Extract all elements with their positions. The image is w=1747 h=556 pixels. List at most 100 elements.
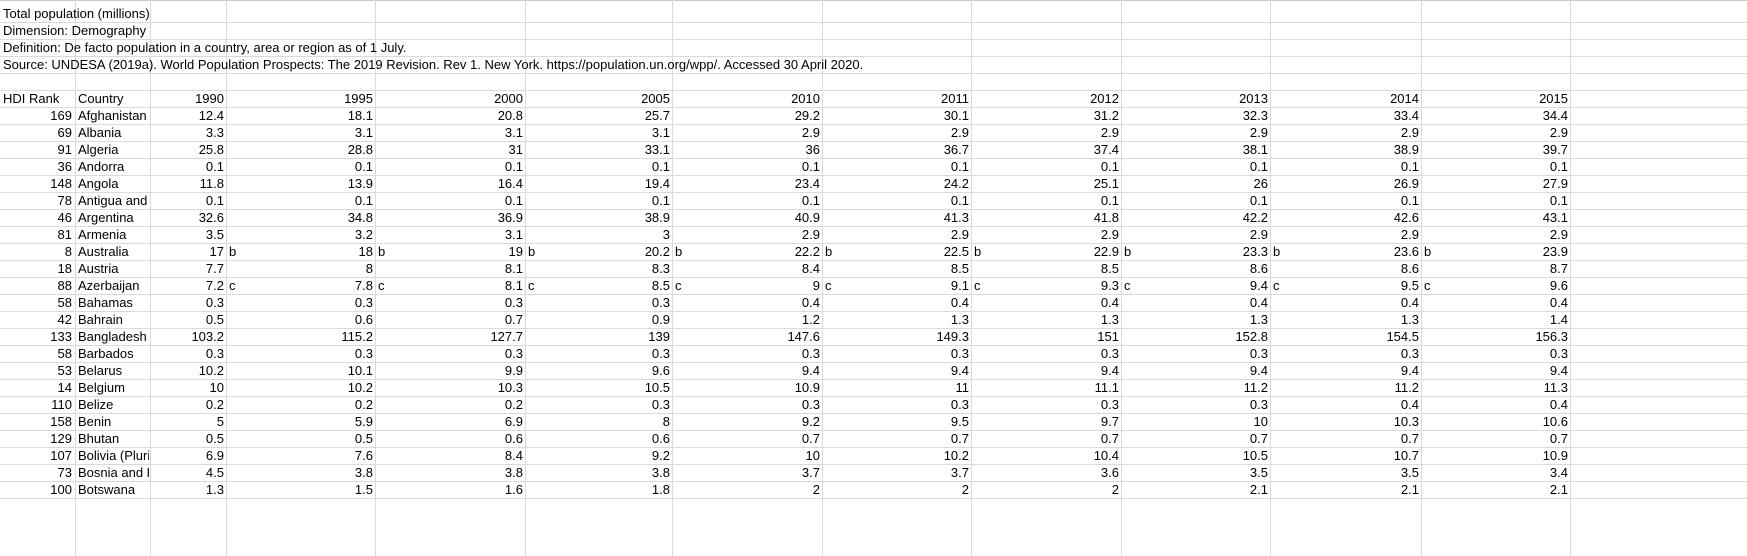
population-value-cell[interactable]: 24.2 [943,176,969,191]
hdi-rank-cell[interactable]: 107 [50,448,72,463]
hdi-rank-cell[interactable]: 14 [57,380,72,395]
population-value-cell[interactable]: 9.5 [1400,278,1419,293]
population-value-cell[interactable]: 0.3 [354,346,373,361]
header-cell-hdi-rank[interactable]: HDI Rank [3,91,60,106]
hdi-rank-cell[interactable]: 148 [50,176,72,191]
header-cell-year[interactable]: 2005 [641,91,670,106]
footnote-cell[interactable]: b [974,244,982,259]
population-value-cell[interactable]: 9.4 [1549,363,1568,378]
hdi-rank-cell[interactable]: 169 [50,108,72,123]
population-value-cell[interactable]: 18.1 [347,108,373,123]
population-value-cell[interactable]: 127.7 [490,329,523,344]
population-value-cell[interactable]: 2.9 [950,227,969,242]
population-value-cell[interactable]: 9.4 [1249,363,1268,378]
population-value-cell[interactable]: 23.4 [794,176,820,191]
population-value-cell[interactable]: 0.3 [950,346,969,361]
population-value-cell[interactable]: 10 [1253,414,1268,429]
header-cell-year[interactable]: 2000 [494,91,523,106]
population-value-cell[interactable]: 0.2 [205,397,224,412]
population-value-cell[interactable]: 23.3 [1242,244,1268,259]
population-value-cell[interactable]: 2.9 [1100,227,1119,242]
population-value-cell[interactable]: 36 [805,142,820,157]
footnote-cell[interactable]: c [229,278,236,293]
population-value-cell[interactable]: 8 [662,414,670,429]
population-value-cell[interactable]: 2.9 [1400,227,1419,242]
country-cell[interactable]: Bhutan [78,431,120,446]
footnote-cell[interactable]: b [1273,244,1281,259]
hdi-rank-cell[interactable]: 36 [57,159,72,174]
population-value-cell[interactable]: 38.9 [1393,142,1419,157]
population-value-cell[interactable]: 9.6 [1549,278,1568,293]
population-value-cell[interactable]: 0.5 [354,431,373,446]
footnote-cell[interactable]: c [675,278,682,293]
population-value-cell[interactable]: 0.7 [950,431,969,446]
country-cell[interactable]: Benin [78,414,112,429]
population-value-cell[interactable]: 0.1 [801,159,820,174]
header-cell-year[interactable]: 2014 [1390,91,1419,106]
population-value-cell[interactable]: 11.8 [199,176,224,191]
population-value-cell[interactable]: 26.9 [1393,176,1419,191]
population-value-cell[interactable]: 1.6 [504,482,523,497]
population-value-cell[interactable]: 10.1 [347,363,373,378]
country-cell[interactable]: Albania [78,125,122,140]
population-value-cell[interactable]: 10.2 [347,380,373,395]
population-value-cell[interactable]: 10.9 [794,380,820,395]
population-value-cell[interactable]: 6.9 [205,448,224,463]
population-value-cell[interactable]: 0.1 [651,159,670,174]
population-value-cell[interactable]: 9.5 [950,414,969,429]
population-value-cell[interactable]: 18 [358,244,373,259]
population-value-cell[interactable]: 115.2 [341,329,373,344]
population-value-cell[interactable]: 1.3 [1249,312,1268,327]
country-cell[interactable]: Belize [78,397,114,412]
population-value-cell[interactable]: 0.1 [1549,193,1568,208]
population-value-cell[interactable]: 22.5 [943,244,969,259]
hdi-rank-cell[interactable]: 58 [57,346,72,361]
population-value-cell[interactable]: 11.2 [1243,380,1268,395]
population-value-cell[interactable]: 2.1 [1549,482,1568,497]
population-value-cell[interactable]: 10.3 [497,380,523,395]
header-cell-year[interactable]: 2013 [1239,91,1268,106]
population-value-cell[interactable]: 0.1 [651,193,670,208]
population-value-cell[interactable]: 0.4 [801,295,820,310]
hdi-rank-cell[interactable]: 110 [51,397,72,412]
population-value-cell[interactable]: 19 [508,244,523,259]
population-value-cell[interactable]: 0.3 [801,397,820,412]
population-value-cell[interactable]: 8.4 [801,261,820,276]
population-value-cell[interactable]: 25.7 [644,108,670,123]
population-value-cell[interactable]: 0.7 [504,312,523,327]
population-value-cell[interactable]: 0.7 [1249,431,1268,446]
population-value-cell[interactable]: 16.4 [497,176,523,191]
population-value-cell[interactable]: 3.5 [205,227,224,242]
population-value-cell[interactable]: 20.2 [644,244,670,259]
country-cell[interactable]: Austria [78,261,119,276]
header-cell-year[interactable]: 2010 [791,91,820,106]
footnote-cell[interactable]: b [528,244,536,259]
population-value-cell[interactable]: 0.3 [205,346,224,361]
population-value-cell[interactable]: 0.4 [1549,397,1568,412]
hdi-rank-cell[interactable]: 69 [57,125,72,140]
hdi-rank-cell[interactable]: 8 [64,244,72,259]
population-value-cell[interactable]: 11.3 [1543,380,1568,395]
population-value-cell[interactable]: 13.9 [347,176,373,191]
population-value-cell[interactable]: 10.5 [1242,448,1268,463]
population-value-cell[interactable]: 19.4 [644,176,670,191]
population-value-cell[interactable]: 2.9 [801,227,820,242]
population-value-cell[interactable]: 0.1 [1400,193,1419,208]
population-value-cell[interactable]: 41.8 [1093,210,1119,225]
population-value-cell[interactable]: 152.8 [1235,329,1268,344]
population-value-cell[interactable]: 0.5 [205,431,224,446]
population-value-cell[interactable]: 1.3 [1100,312,1119,327]
population-value-cell[interactable]: 7.8 [354,278,373,293]
population-value-cell[interactable]: 2.9 [950,125,969,140]
population-value-cell[interactable]: 0.9 [651,312,670,327]
population-value-cell[interactable]: 10.5 [644,380,670,395]
population-value-cell[interactable]: 29.2 [794,108,820,123]
population-value-cell[interactable]: 5 [216,414,224,429]
population-value-cell[interactable]: 0.4 [1549,295,1568,310]
country-cell[interactable]: Azerbaijan [78,278,140,293]
population-value-cell[interactable]: 3 [662,227,670,242]
country-cell[interactable]: Algeria [78,142,119,157]
hdi-rank-cell[interactable]: 58 [57,295,72,310]
header-cell-year[interactable]: 1995 [344,91,373,106]
population-value-cell[interactable]: 34.4 [1542,108,1568,123]
